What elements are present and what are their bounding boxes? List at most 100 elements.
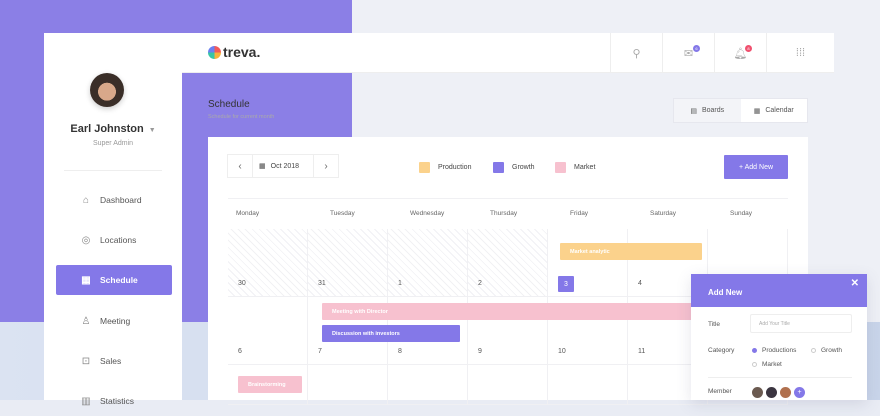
month-navigator: ‹ ▦ Oct 2018 ›: [227, 154, 339, 178]
day-cell[interactable]: [388, 229, 468, 297]
day-cell[interactable]: [228, 297, 308, 365]
weekday-header: Friday: [570, 210, 589, 217]
title-label: Title: [708, 321, 721, 328]
chevron-down-icon: ▼: [148, 127, 156, 134]
weekday-header: Wednesday: [410, 210, 445, 217]
legend-swatch: [419, 162, 430, 173]
day-number: 10: [558, 348, 566, 355]
user-name: Earl Johnston: [70, 123, 144, 135]
view-toggle: ▤ Boards ▦ Calendar: [673, 98, 808, 123]
category-radio-growth[interactable]: Growth: [811, 347, 842, 354]
search-button[interactable]: ⚲: [610, 33, 662, 73]
sidebar-item-label: Sales: [100, 356, 122, 366]
messages-button[interactable]: ✉ 6: [662, 33, 714, 73]
next-month-button[interactable]: ›: [324, 160, 328, 172]
sidebar-item-locations[interactable]: ◎ Locations: [56, 225, 172, 255]
day-cell[interactable]: [308, 365, 388, 405]
month-picker[interactable]: ▦ Oct 2018: [252, 155, 314, 177]
add-new-dialog: Add New ✕ Title Add Your Title Category P…: [691, 274, 867, 400]
day-cell[interactable]: [228, 229, 308, 297]
event-discussion-with-investors[interactable]: Discussion with investors: [322, 325, 460, 342]
radio-label: Market: [762, 361, 782, 368]
user-icon: ♙: [81, 315, 91, 327]
home-icon: ⌂: [82, 194, 90, 206]
divider: [228, 198, 788, 199]
day-cell[interactable]: [468, 365, 548, 405]
close-icon[interactable]: ✕: [850, 278, 859, 289]
top-bar: treva. ⚲ ✉ 6 🔔︎ 8 ⁞⁞⁞: [182, 33, 834, 73]
event-meeting-with-director[interactable]: Meeting with Director: [322, 303, 702, 320]
day-cell[interactable]: [388, 297, 468, 365]
weekday-header: Monday: [236, 210, 260, 217]
sidebar-item-statistics[interactable]: ▥ Statistics: [56, 386, 172, 416]
mail-icon: ✉: [683, 47, 694, 60]
user-menu[interactable]: Earl Johnston ▼: [44, 123, 182, 135]
legend-market: Market: [555, 162, 595, 173]
category-radio-productions[interactable]: Productions: [752, 347, 796, 354]
day-number: 31: [318, 280, 326, 287]
mail-badge: 6: [693, 45, 700, 52]
brand-name: treva.: [223, 44, 261, 60]
avatar[interactable]: [90, 73, 124, 107]
location-pin-icon: ◎: [81, 234, 91, 246]
day-cell[interactable]: [628, 229, 708, 297]
logo-icon: [208, 45, 221, 59]
sidebar-item-label: Statistics: [100, 396, 135, 406]
event-market-analytic[interactable]: Market analytic: [560, 243, 702, 260]
day-number: 2: [478, 280, 482, 287]
legend-swatch: [555, 162, 566, 173]
legend-production: Production: [419, 162, 471, 173]
divider: [64, 170, 162, 171]
sidebar-item-label: Dashboard: [100, 195, 142, 205]
event-brainstorming[interactable]: Brainstorming: [238, 376, 302, 393]
legend-label: Growth: [512, 164, 535, 171]
weekday-header: Thursday: [490, 210, 518, 217]
page-subtitle: Schedule for current month: [208, 114, 275, 120]
bell-icon: 🔔︎: [733, 47, 748, 60]
day-number: 6: [238, 348, 242, 355]
sidebar-item-label: Schedule: [100, 275, 138, 285]
boards-tab[interactable]: ▤ Boards: [674, 99, 741, 122]
member-avatar[interactable]: [752, 387, 763, 398]
day-cell[interactable]: [548, 297, 628, 365]
day-number: 30: [238, 280, 246, 287]
radio-selected-icon: [752, 348, 757, 353]
weekday-header: Tuesday: [330, 210, 355, 217]
current-month: Oct 2018: [270, 162, 300, 170]
sidebar-item-schedule[interactable]: ▦ Schedule: [56, 265, 172, 295]
divider: [708, 377, 852, 378]
member-avatar[interactable]: [766, 387, 777, 398]
dialog-header: Add New ✕: [691, 274, 867, 307]
weekday-header: Sunday: [730, 210, 753, 217]
day-cell[interactable]: [548, 365, 628, 405]
prev-month-button[interactable]: ‹: [238, 160, 242, 172]
user-role: Super Admin: [92, 140, 134, 147]
legend-label: Production: [438, 164, 472, 171]
calendar-tab[interactable]: ▦ Calendar: [740, 99, 807, 122]
sidebar-item-dashboard[interactable]: ⌂ Dashboard: [56, 185, 172, 215]
chart-icon: ▥: [81, 395, 91, 407]
category-label: Category: [708, 347, 735, 354]
search-icon: ⚲: [632, 47, 641, 60]
boards-icon: ▤: [690, 107, 697, 115]
logo[interactable]: treva.: [208, 44, 260, 60]
day-cell[interactable]: [468, 229, 548, 297]
category-radio-market[interactable]: Market: [752, 361, 782, 368]
legend-label: Market: [574, 164, 596, 171]
calendar-icon: ▦: [259, 163, 266, 170]
legend-growth: Growth: [493, 162, 535, 173]
add-member-button[interactable]: +: [794, 387, 805, 398]
add-new-button[interactable]: + Add New: [724, 155, 788, 179]
title-input[interactable]: Add Your Title: [750, 314, 852, 333]
sidebar-item-sales[interactable]: ⊡ Sales: [56, 346, 172, 376]
day-cell[interactable]: [388, 365, 468, 405]
notification-badge: 8: [745, 45, 752, 52]
sidebar-item-meeting[interactable]: ♙ Meeting: [56, 306, 172, 336]
apps-button[interactable]: ⁞⁞⁞: [766, 33, 834, 73]
member-avatar[interactable]: [780, 387, 791, 398]
notifications-button[interactable]: 🔔︎ 8: [714, 33, 766, 73]
day-cell[interactable]: [548, 229, 628, 297]
day-cell[interactable]: [308, 229, 388, 297]
day-cell[interactable]: [468, 297, 548, 365]
page-title: Schedule: [208, 99, 250, 110]
